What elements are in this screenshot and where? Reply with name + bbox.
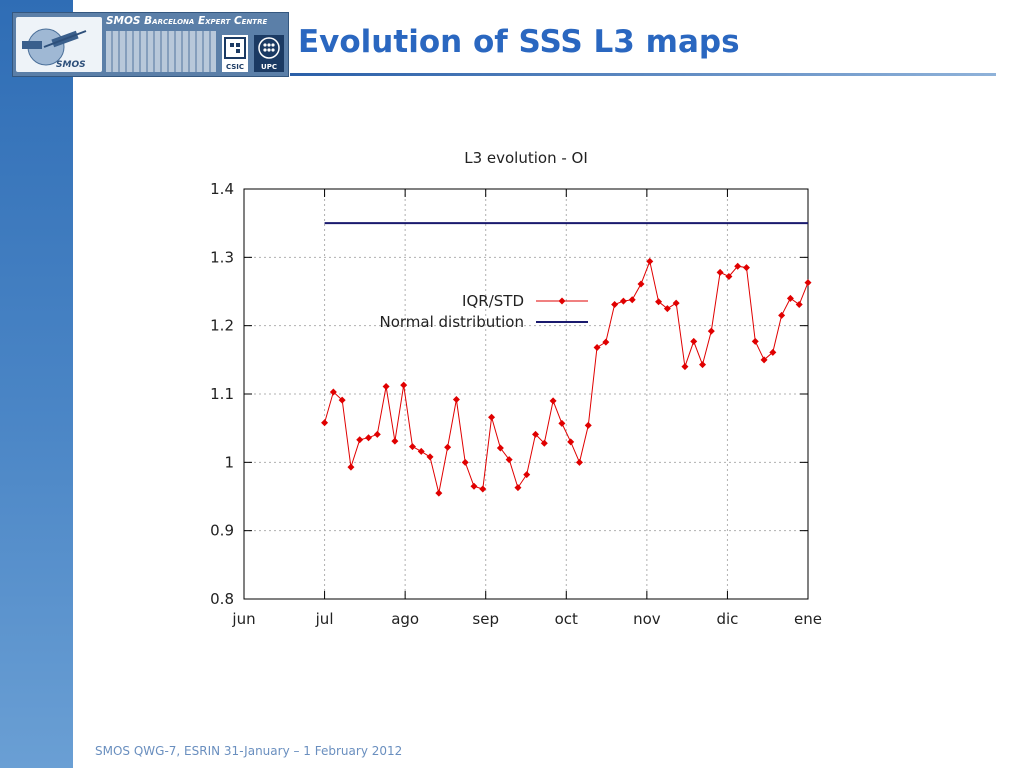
iqr-std-point bbox=[417, 447, 425, 455]
iqr-std-point bbox=[619, 297, 627, 305]
satellite-label: SMOS bbox=[56, 60, 86, 70]
x-tick-label: ago bbox=[391, 610, 419, 628]
csic-label: CSIC bbox=[225, 63, 245, 71]
iqr-std-point bbox=[347, 463, 355, 471]
iqr-std-point bbox=[549, 397, 557, 405]
data-series bbox=[321, 222, 812, 497]
smos-bec-logo: SMOS SMOS Barcelona Expert Centre CSIC U… bbox=[12, 12, 289, 77]
iqr-std-point bbox=[391, 437, 399, 445]
y-axis-ticks: 0.8 0.9 1 1.1 1.2 1.3 1.4 bbox=[210, 180, 808, 608]
upc-label: UPC bbox=[261, 63, 277, 71]
iqr-std-point bbox=[532, 430, 540, 438]
iqr-std-point bbox=[408, 443, 416, 451]
iqr-std-point bbox=[426, 453, 434, 461]
iqr-std-point bbox=[716, 268, 724, 276]
iqr-std-point bbox=[734, 262, 742, 270]
iqr-std-point bbox=[575, 458, 583, 466]
x-tick-label: dic bbox=[716, 610, 738, 628]
iqr-std-point bbox=[558, 419, 566, 427]
iqr-std-point bbox=[611, 300, 619, 308]
iqr-std-point bbox=[461, 458, 469, 466]
iqr-std-point bbox=[707, 327, 715, 335]
iqr-std-point bbox=[637, 280, 645, 288]
legend: IQR/STD Normal distribution bbox=[379, 292, 588, 331]
iqr-std-point bbox=[646, 257, 654, 265]
x-tick-label: oct bbox=[555, 610, 578, 628]
iqr-std-point bbox=[567, 438, 575, 446]
iqr-std-point bbox=[804, 279, 812, 287]
x-tick-label: jun bbox=[231, 610, 255, 628]
x-tick-label: nov bbox=[633, 610, 661, 628]
iqr-std-point bbox=[452, 395, 460, 403]
legend-marker-iqr bbox=[558, 297, 566, 305]
iqr-std-point bbox=[338, 396, 346, 404]
iqr-std-point bbox=[444, 443, 452, 451]
footer-text: SMOS QWG-7, ESRIN 31-January – 1 Februar… bbox=[95, 744, 403, 758]
title-underline bbox=[290, 73, 996, 76]
x-tick-label: jul bbox=[315, 610, 334, 628]
x-tick-label: ene bbox=[794, 610, 822, 628]
iqr-std-point bbox=[488, 413, 496, 421]
iqr-std-point bbox=[786, 294, 794, 302]
x-tick-label: sep bbox=[472, 610, 499, 628]
iqr-std-point bbox=[742, 264, 750, 272]
iqr-std-point bbox=[681, 363, 689, 371]
iqr-std-point bbox=[672, 299, 680, 307]
iqr-std-point bbox=[760, 356, 768, 364]
iqr-std-point bbox=[382, 382, 390, 390]
iqr-std-point bbox=[356, 436, 364, 444]
iqr-std-point bbox=[593, 344, 601, 352]
iqr-std-point bbox=[321, 419, 329, 427]
y-tick-label: 1 bbox=[224, 453, 234, 471]
iqr-std-point bbox=[365, 434, 373, 442]
iqr-std-point bbox=[690, 337, 698, 345]
iqr-std-point bbox=[479, 485, 487, 493]
csic-logo: CSIC bbox=[222, 35, 248, 72]
iqr-std-point bbox=[795, 300, 803, 308]
line-chart: L3 evolution - OI 0.8 0.9 1 1.1 1.2 1.3 1.4 ju… bbox=[210, 149, 822, 628]
iqr-std-point bbox=[523, 471, 531, 479]
logo-title: SMOS Barcelona Expert Centre bbox=[106, 15, 268, 27]
iqr-std-point bbox=[628, 296, 636, 304]
iqr-std-line bbox=[324, 259, 809, 494]
iqr-std-point bbox=[514, 484, 522, 492]
upc-logo: UPC bbox=[254, 35, 284, 72]
iqr-std-point bbox=[602, 338, 610, 346]
iqr-std-point bbox=[329, 388, 337, 396]
y-tick-label: 1.2 bbox=[210, 317, 234, 335]
x-axis-ticks: jun jul ago sep oct nov dic ene bbox=[231, 189, 822, 628]
satellite-icon: SMOS bbox=[16, 17, 102, 72]
y-tick-label: 1.4 bbox=[210, 180, 234, 198]
plot-frame bbox=[243, 188, 809, 600]
y-tick-label: 0.9 bbox=[210, 522, 234, 540]
left-decorative-band bbox=[0, 0, 73, 768]
iqr-std-point bbox=[725, 272, 733, 280]
iqr-std-point bbox=[470, 482, 478, 490]
iqr-std-point bbox=[505, 456, 513, 464]
iqr-std-point bbox=[699, 361, 707, 369]
iqr-std-point bbox=[496, 444, 504, 452]
chart-title: L3 evolution - OI bbox=[464, 149, 588, 167]
iqr-std-point bbox=[400, 381, 408, 389]
legend-label-normal: Normal distribution bbox=[379, 313, 524, 331]
iqr-std-point bbox=[540, 439, 548, 447]
iqr-std-point bbox=[663, 305, 671, 313]
iqr-std-point bbox=[769, 348, 777, 356]
iqr-std-point bbox=[778, 311, 786, 319]
iqr-std-point bbox=[435, 489, 443, 497]
y-tick-label: 0.8 bbox=[210, 590, 234, 608]
legend-label-iqr: IQR/STD bbox=[462, 292, 524, 310]
grid-lines bbox=[244, 189, 808, 599]
iqr-std-point bbox=[584, 421, 592, 429]
iqr-std-point bbox=[655, 298, 663, 306]
y-tick-label: 1.1 bbox=[210, 385, 234, 403]
iqr-std-point bbox=[373, 430, 381, 438]
iqr-std-point bbox=[751, 337, 759, 345]
y-tick-label: 1.3 bbox=[210, 248, 234, 266]
slide-title: Evolution of SSS L3 maps bbox=[298, 24, 740, 60]
building-image bbox=[106, 31, 216, 72]
